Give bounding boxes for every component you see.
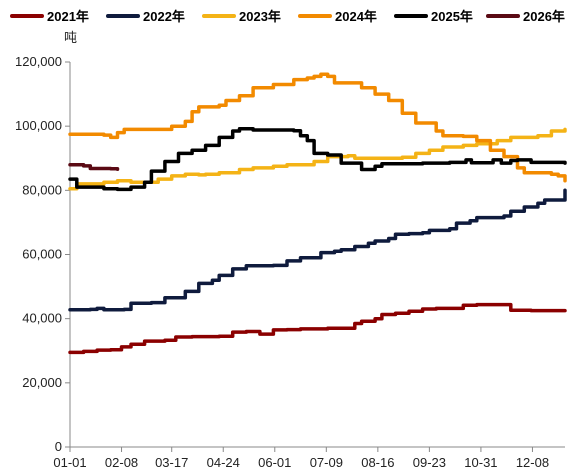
series-line-4 [68, 72, 567, 183]
chart-legend: 2021年 2022年 2023年 2024年 2025年 2026年 [10, 9, 565, 24]
y-tick-label: 60,000 [22, 247, 62, 262]
y-tick-label: 100,000 [15, 118, 62, 133]
y-axis: 0 20,000 40,000 60,000 80,000 100,000 120,000 [15, 54, 71, 454]
x-tick-label: 02-08 [105, 455, 138, 470]
x-tick-label: 06-01 [258, 455, 291, 470]
x-axis: 01-01 02-08 03-17 04-24 06-01 07-09 08-16 09-23… [53, 446, 565, 470]
y-tick-label: 0 [55, 439, 62, 454]
x-tick-label: 04-24 [207, 455, 240, 470]
legend-label: 2025年 [431, 9, 473, 24]
y-tick-label: 20,000 [22, 375, 62, 390]
legend-label: 2026年 [523, 9, 565, 24]
x-tick-label: 10-31 [464, 455, 497, 470]
legend-label: 2021年 [47, 9, 89, 24]
series-line-6 [68, 162, 120, 171]
y-tick-label: 80,000 [22, 182, 62, 197]
x-tick-label: 07-09 [310, 455, 343, 470]
x-tick-label: 01-01 [53, 455, 86, 470]
legend-label: 2024年 [335, 9, 377, 24]
chart-series [68, 72, 567, 355]
x-tick-label: 08-16 [361, 455, 394, 470]
x-tick-label: 03-17 [155, 455, 188, 470]
series-line-3 [68, 127, 567, 191]
y-axis-unit-label: 吨 [64, 30, 77, 45]
legend-label: 2022年 [143, 9, 185, 24]
y-tick-label: 40,000 [22, 311, 62, 326]
series-line-1 [68, 302, 567, 355]
series-line-5 [68, 126, 567, 192]
legend-label: 2023年 [239, 9, 281, 24]
series-line-2 [68, 188, 567, 312]
x-tick-label: 12-08 [516, 455, 549, 470]
x-tick-label: 09-23 [413, 455, 446, 470]
y-tick-label: 120,000 [15, 54, 62, 69]
